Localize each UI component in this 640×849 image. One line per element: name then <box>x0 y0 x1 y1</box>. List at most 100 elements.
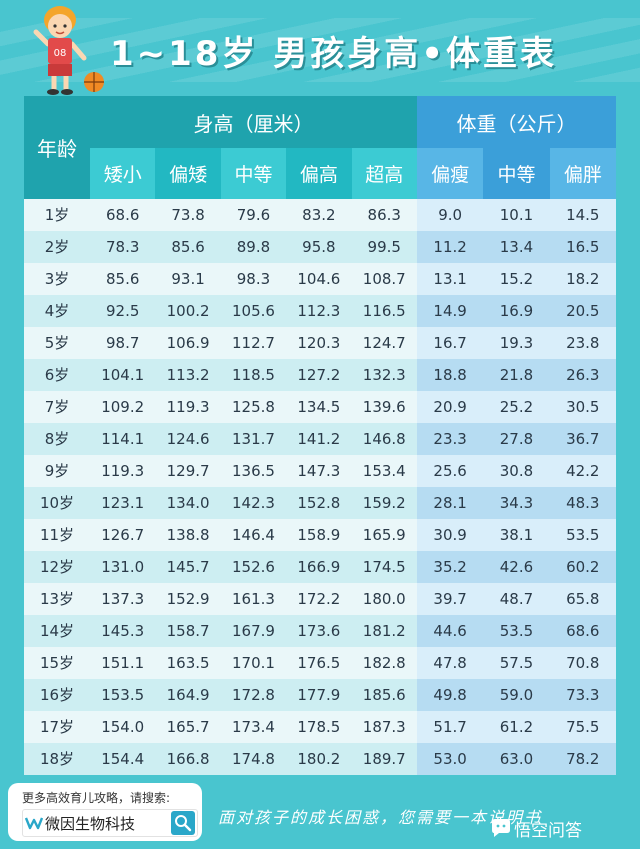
weight-cell: 9.0 <box>416 199 484 231</box>
height-cell: 185.6 <box>351 679 417 711</box>
height-cell: 145.3 <box>90 615 156 647</box>
weight-cell: 65.8 <box>549 583 616 615</box>
title-banner: 08 1~18岁 男孩身高•体重表 <box>0 0 640 96</box>
age-cell: 10岁 <box>24 487 90 519</box>
height-cell: 166.8 <box>155 743 221 775</box>
search-promo: 更多高效育儿攻略，请搜索: 微因生物科技 <box>8 783 202 841</box>
height-cell: 176.5 <box>286 647 352 679</box>
weight-cell: 42.2 <box>549 455 616 487</box>
height-cell: 152.8 <box>286 487 352 519</box>
weight-cell: 42.6 <box>483 551 550 583</box>
table-row: 16岁 153.5 164.9 172.8 177.9 185.6 49.8 59.0 73.3 <box>24 679 616 711</box>
weight-cell: 48.7 <box>483 583 550 615</box>
weight-cell: 16.7 <box>416 327 484 359</box>
search-icon[interactable] <box>171 811 195 835</box>
table-row: 5岁 98.7 106.9 112.7 120.3 124.7 16.7 19.3 23.8 <box>24 327 616 359</box>
age-cell: 13岁 <box>24 583 90 615</box>
svg-text:08: 08 <box>54 48 67 59</box>
height-cell: 178.5 <box>286 711 352 743</box>
height-cell: 78.3 <box>90 231 156 263</box>
weight-cell: 27.8 <box>483 423 550 455</box>
height-cell: 161.3 <box>220 583 287 615</box>
height-cell: 174.5 <box>351 551 417 583</box>
height-cell: 163.5 <box>155 647 221 679</box>
table-row: 13岁 137.3 152.9 161.3 172.2 180.0 39.7 48.7 65.8 <box>24 583 616 615</box>
search-hint: 更多高效育儿攻略，请搜索: <box>22 791 171 805</box>
height-cell: 166.9 <box>286 551 352 583</box>
header-height-col: 偏矮 <box>155 148 221 199</box>
height-cell: 95.8 <box>286 231 352 263</box>
height-cell: 145.7 <box>155 551 221 583</box>
height-cell: 153.4 <box>351 455 417 487</box>
table-row: 1岁 68.6 73.8 79.6 83.2 86.3 9.0 10.1 14.5 <box>24 199 616 231</box>
height-cell: 118.5 <box>220 359 287 391</box>
height-cell: 85.6 <box>90 263 156 295</box>
wukong-icon <box>492 819 510 837</box>
height-cell: 174.8 <box>220 743 287 775</box>
table-row: 18岁 154.4 166.8 174.8 180.2 189.7 53.0 63.0 78.2 <box>24 743 616 775</box>
search-box[interactable]: 微因生物科技 <box>22 809 198 837</box>
height-cell: 124.7 <box>351 327 417 359</box>
weight-cell: 30.9 <box>416 519 484 551</box>
height-cell: 113.2 <box>155 359 221 391</box>
height-cell: 138.8 <box>155 519 221 551</box>
height-cell: 124.6 <box>155 423 221 455</box>
weight-cell: 78.2 <box>549 743 616 775</box>
table-row: 3岁 85.6 93.1 98.3 104.6 108.7 13.1 15.2 18.2 <box>24 263 616 295</box>
title-stripes <box>0 18 640 82</box>
age-cell: 6岁 <box>24 359 90 391</box>
height-cell: 180.0 <box>351 583 417 615</box>
header-weight-group: 体重（公斤） <box>417 96 616 148</box>
table-row: 7岁 109.2 119.3 125.8 134.5 139.6 20.9 25.2 30.5 <box>24 391 616 423</box>
weight-cell: 73.3 <box>549 679 616 711</box>
height-cell: 98.3 <box>220 263 287 295</box>
height-cell: 158.9 <box>286 519 352 551</box>
weight-cell: 23.8 <box>549 327 616 359</box>
header-age: 年龄 <box>24 96 90 199</box>
weight-cell: 53.5 <box>483 615 550 647</box>
height-cell: 165.7 <box>155 711 221 743</box>
weight-cell: 57.5 <box>483 647 550 679</box>
height-cell: 189.7 <box>351 743 417 775</box>
height-cell: 119.3 <box>90 455 156 487</box>
height-cell: 164.9 <box>155 679 221 711</box>
weight-cell: 70.8 <box>549 647 616 679</box>
height-cell: 182.8 <box>351 647 417 679</box>
height-cell: 125.8 <box>220 391 287 423</box>
height-cell: 105.6 <box>220 295 287 327</box>
height-cell: 131.7 <box>220 423 287 455</box>
height-cell: 142.3 <box>220 487 287 519</box>
age-cell: 5岁 <box>24 327 90 359</box>
height-cell: 132.3 <box>351 359 417 391</box>
weight-cell: 68.6 <box>549 615 616 647</box>
weight-cell: 44.6 <box>416 615 484 647</box>
weight-cell: 19.3 <box>483 327 550 359</box>
height-cell: 127.2 <box>286 359 352 391</box>
height-cell: 146.4 <box>220 519 287 551</box>
height-cell: 85.6 <box>155 231 221 263</box>
height-cell: 73.8 <box>155 199 221 231</box>
height-cell: 137.3 <box>90 583 156 615</box>
weight-cell: 39.7 <box>416 583 484 615</box>
age-cell: 9岁 <box>24 455 90 487</box>
height-cell: 99.5 <box>351 231 417 263</box>
age-cell: 16岁 <box>24 679 90 711</box>
height-cell: 141.2 <box>286 423 352 455</box>
age-cell: 8岁 <box>24 423 90 455</box>
weight-cell: 60.2 <box>549 551 616 583</box>
height-cell: 181.2 <box>351 615 417 647</box>
age-cell: 15岁 <box>24 647 90 679</box>
height-cell: 154.4 <box>90 743 156 775</box>
weight-cell: 21.8 <box>483 359 550 391</box>
height-cell: 158.7 <box>155 615 221 647</box>
height-cell: 93.1 <box>155 263 221 295</box>
header-height-col: 中等 <box>220 148 287 199</box>
age-cell: 1岁 <box>24 199 90 231</box>
table-body: 1岁 68.6 73.8 79.6 83.2 86.3 9.0 10.1 14.5 2岁 78.3 8… <box>24 199 616 775</box>
weight-cell: 38.1 <box>483 519 550 551</box>
weight-cell: 30.5 <box>549 391 616 423</box>
weight-cell: 51.7 <box>416 711 484 743</box>
age-cell: 12岁 <box>24 551 90 583</box>
height-cell: 98.7 <box>90 327 156 359</box>
height-cell: 146.8 <box>351 423 417 455</box>
